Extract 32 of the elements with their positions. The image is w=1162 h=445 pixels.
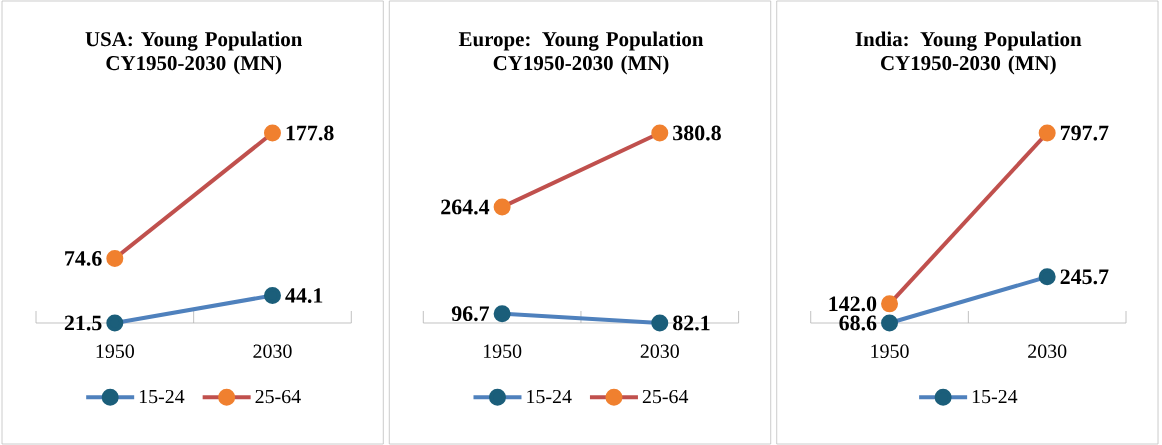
chart-title: Europe: Young Population CY1950-2030 (MN)	[458, 31, 704, 75]
x-tick-label: 2030	[640, 344, 679, 358]
data-label: 21.5	[64, 315, 102, 331]
data-label: 264.4	[441, 199, 490, 215]
x-tick-label: 2030	[253, 344, 292, 358]
point	[1038, 124, 1056, 142]
point	[881, 295, 899, 313]
legend-label: 25-64	[642, 389, 689, 404]
data-label: 96.7	[451, 306, 490, 322]
point	[651, 124, 669, 142]
point	[493, 198, 511, 216]
data-label: 74.6	[65, 251, 102, 266]
data-label: 380.8	[673, 125, 721, 141]
data-label: 82.1	[673, 315, 710, 331]
x-tick-label: 2030	[1028, 344, 1067, 358]
data-label: 797.7	[1060, 125, 1109, 141]
data-label: 68.6	[839, 315, 877, 331]
x-tick-label: 1950	[96, 344, 134, 358]
point	[106, 249, 124, 267]
legend-label: 15-24	[527, 389, 572, 404]
chart-title: USA: Young Population CY1950-2030 (MN)	[85, 31, 303, 75]
data-label: 44.1	[285, 288, 323, 303]
legend-label: 15-24	[972, 389, 1018, 404]
data-label: 245.7	[1060, 269, 1109, 285]
data-label: 142.0	[829, 296, 877, 312]
point	[263, 124, 281, 142]
legend-label: 15-24	[139, 389, 185, 404]
x-tick-label: 1950	[483, 344, 522, 358]
data-label: 177.8	[286, 125, 334, 141]
legend-label: 25-64	[255, 389, 301, 404]
x-tick-label: 1950	[871, 344, 909, 358]
chart-title: India: Young Population CY1950-2030 (MN)	[855, 31, 1082, 75]
